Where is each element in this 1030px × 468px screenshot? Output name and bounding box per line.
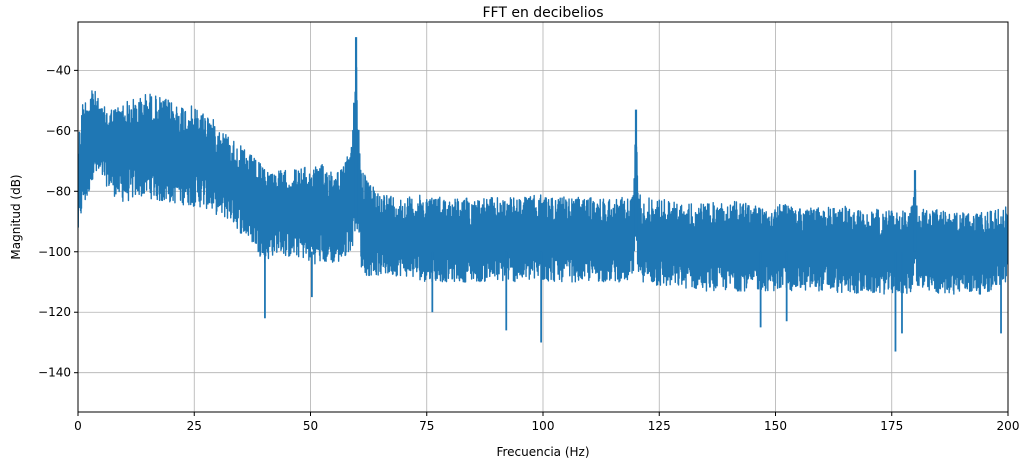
y-tick-label: −60 — [46, 124, 71, 138]
x-axis-label: Frecuencia (Hz) — [496, 445, 589, 459]
x-tick-label: 100 — [532, 419, 555, 433]
y-tick-label: −40 — [46, 63, 71, 77]
x-tick-label: 200 — [997, 419, 1020, 433]
y-tick-label: −80 — [46, 184, 71, 198]
chart-title: FFT en decibelios — [482, 5, 603, 21]
x-tick-label: 75 — [419, 419, 434, 433]
y-tick-label: −140 — [38, 366, 71, 380]
y-tick-label: −120 — [38, 305, 71, 319]
x-tick-label: 50 — [303, 419, 318, 433]
y-tick-label: −100 — [38, 245, 71, 259]
x-axis-ticks: 0 25 50 75 100 125 150 175 200 — [74, 412, 1019, 433]
y-axis-label: Magnitud (dB) — [9, 174, 23, 259]
x-tick-label: 175 — [880, 419, 903, 433]
y-axis-ticks: −140 −120 −100 −80 −60 −40 — [38, 63, 78, 380]
x-tick-label: 125 — [648, 419, 671, 433]
series-line — [78, 66, 1008, 295]
x-tick-label: 150 — [764, 419, 787, 433]
plot-area — [78, 37, 1008, 352]
x-tick-label: 0 — [74, 419, 82, 433]
x-tick-label: 25 — [187, 419, 202, 433]
